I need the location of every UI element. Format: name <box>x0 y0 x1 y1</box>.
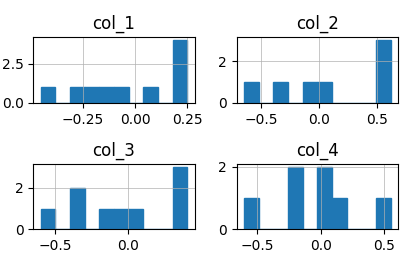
Bar <box>288 167 303 229</box>
Bar <box>85 87 100 103</box>
Bar <box>318 82 332 103</box>
Bar <box>70 87 85 103</box>
Title: col_2: col_2 <box>296 15 339 33</box>
Bar <box>41 87 55 103</box>
Bar <box>376 40 391 103</box>
Bar <box>143 87 158 103</box>
Bar <box>244 82 259 103</box>
Bar <box>303 82 318 103</box>
Title: col_4: col_4 <box>296 142 339 160</box>
Title: col_1: col_1 <box>93 15 135 33</box>
Title: col_3: col_3 <box>93 142 135 160</box>
Bar <box>273 82 288 103</box>
Bar <box>100 209 114 229</box>
Bar <box>114 209 129 229</box>
Bar <box>173 40 188 103</box>
Bar <box>376 198 391 229</box>
Bar <box>129 209 143 229</box>
Bar <box>318 167 332 229</box>
Bar <box>41 209 55 229</box>
Bar <box>244 198 259 229</box>
Bar <box>332 198 347 229</box>
Bar <box>114 87 129 103</box>
Bar <box>70 188 85 229</box>
Bar <box>173 167 188 229</box>
Bar <box>100 87 114 103</box>
